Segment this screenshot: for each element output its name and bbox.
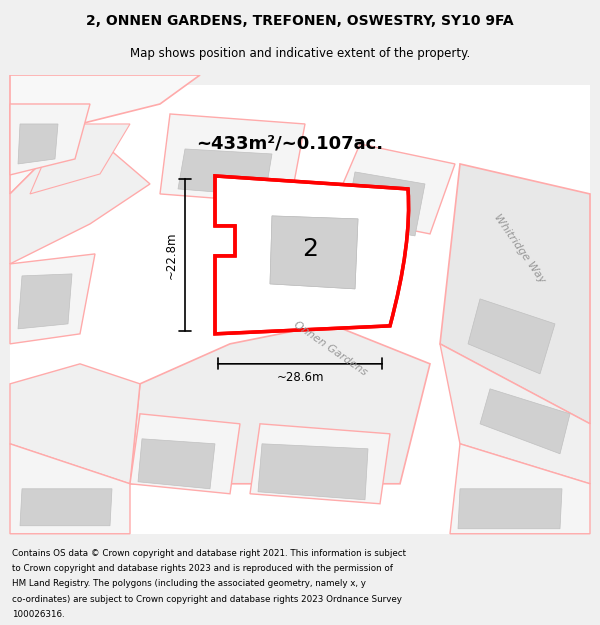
Text: ~433m²/~0.107ac.: ~433m²/~0.107ac. [196,135,383,153]
Polygon shape [270,216,358,289]
Text: 2: 2 [302,237,318,261]
Polygon shape [18,274,72,329]
Text: Map shows position and indicative extent of the property.: Map shows position and indicative extent… [130,48,470,61]
Text: 2, ONNEN GARDENS, TREFONEN, OSWESTRY, SY10 9FA: 2, ONNEN GARDENS, TREFONEN, OSWESTRY, SY… [86,14,514,28]
Text: HM Land Registry. The polygons (including the associated geometry, namely x, y: HM Land Registry. The polygons (includin… [12,579,366,589]
Polygon shape [18,124,58,164]
Polygon shape [178,149,272,196]
Polygon shape [10,444,130,534]
Polygon shape [270,216,358,289]
Polygon shape [440,344,590,484]
Polygon shape [440,164,590,424]
Polygon shape [10,254,95,344]
Polygon shape [10,104,90,175]
Polygon shape [30,124,130,194]
FancyBboxPatch shape [10,85,590,534]
Polygon shape [130,324,430,484]
Text: Contains OS data © Crown copyright and database right 2021. This information is : Contains OS data © Crown copyright and d… [12,549,406,559]
Text: ~28.6m: ~28.6m [276,371,324,384]
Polygon shape [10,75,200,194]
Polygon shape [345,172,425,236]
Text: co-ordinates) are subject to Crown copyright and database rights 2023 Ordnance S: co-ordinates) are subject to Crown copyr… [12,594,402,604]
Polygon shape [215,176,408,334]
Polygon shape [10,124,150,264]
Text: Whitridge Way: Whitridge Way [493,213,548,285]
Polygon shape [480,389,570,454]
Text: ~22.8m: ~22.8m [164,231,178,279]
Text: Onnen Gardens: Onnen Gardens [292,320,368,378]
Polygon shape [10,364,140,484]
Polygon shape [258,444,368,500]
Text: 100026316.: 100026316. [12,609,65,619]
Polygon shape [138,439,215,489]
Polygon shape [450,444,590,534]
Text: to Crown copyright and database rights 2023 and is reproduced with the permissio: to Crown copyright and database rights 2… [12,564,393,574]
Polygon shape [20,489,112,526]
Polygon shape [330,144,455,234]
PathPatch shape [215,176,409,334]
Polygon shape [130,414,240,494]
Polygon shape [458,489,562,529]
Polygon shape [250,424,390,504]
Polygon shape [468,299,555,374]
Polygon shape [160,114,305,204]
